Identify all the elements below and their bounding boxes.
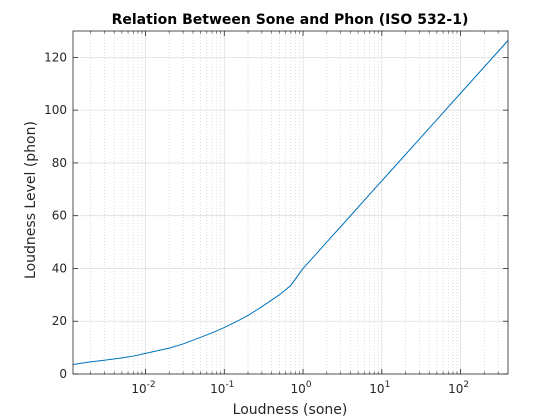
y-tick-labels: 0 20 40 60 80 100 120 bbox=[44, 50, 67, 381]
x-tick-label: 101 bbox=[369, 380, 390, 396]
axes-box bbox=[72, 30, 509, 375]
plot-area: 10-2 10-1 100 101 102 0 20 40 60 80 100 120 bbox=[44, 30, 509, 396]
major-grid bbox=[73, 31, 508, 374]
x-tick-label: 10-2 bbox=[131, 380, 155, 396]
y-tick-label: 100 bbox=[44, 103, 67, 117]
x-axis-label: Loudness (sone) bbox=[233, 402, 348, 418]
y-tick-label: 20 bbox=[52, 314, 67, 328]
y-tick-label: 60 bbox=[52, 209, 67, 223]
x-tick-label: 10-1 bbox=[210, 380, 234, 396]
x-tick-labels: 10-2 10-1 100 101 102 bbox=[131, 380, 469, 396]
axis-ticks bbox=[73, 31, 508, 375]
axes-background bbox=[73, 31, 508, 374]
x-tick-label: 102 bbox=[448, 380, 469, 396]
series-line bbox=[72, 40, 509, 365]
y-tick-label: 40 bbox=[52, 261, 67, 275]
y-tick-label: 80 bbox=[52, 156, 67, 170]
minor-grid bbox=[90, 31, 499, 374]
chart-title: Relation Between Sone and Phon (ISO 532-… bbox=[112, 12, 469, 28]
y-axis-label: Loudness Level (phon) bbox=[23, 121, 39, 279]
y-tick-label: 0 bbox=[59, 367, 67, 381]
y-tick-label: 120 bbox=[44, 50, 67, 64]
x-tick-label: 100 bbox=[291, 380, 312, 396]
